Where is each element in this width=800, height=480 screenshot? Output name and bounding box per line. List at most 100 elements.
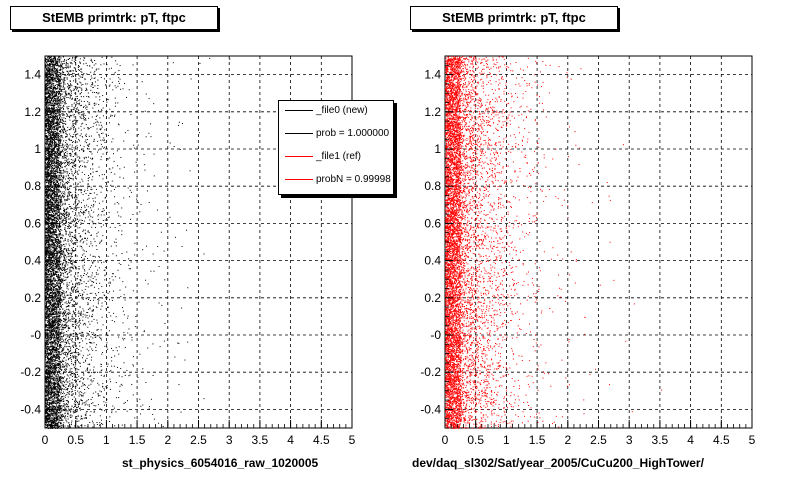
scatter-point (52, 406, 54, 408)
scatter-point (85, 316, 87, 318)
scatter-point (56, 215, 58, 217)
scatter-point (55, 166, 57, 168)
scatter-point (52, 377, 54, 379)
scatter-point (45, 419, 47, 421)
scatter-point (51, 179, 53, 181)
scatter-point (84, 392, 86, 394)
scatter-point (90, 188, 92, 190)
scatter-point (45, 201, 47, 203)
scatter-point (52, 112, 54, 114)
scatter-point (71, 373, 73, 375)
scatter-point (51, 358, 53, 360)
scatter-point (45, 377, 47, 379)
scatter-point (46, 327, 48, 329)
scatter-point (81, 171, 83, 173)
scatter-point (80, 240, 82, 242)
scatter-point (48, 141, 50, 143)
scatter-point (87, 92, 89, 94)
scatter-point (65, 272, 67, 274)
scatter-point (45, 380, 47, 382)
scatter-point (92, 380, 94, 382)
scatter-point (55, 379, 57, 381)
scatter-point (78, 321, 80, 323)
scatter-point (95, 124, 97, 126)
scatter-point (57, 402, 59, 404)
scatter-point (91, 420, 93, 422)
scatter-point (58, 85, 60, 87)
scatter-point (71, 98, 73, 100)
scatter-point (47, 425, 49, 427)
scatter-point (51, 403, 53, 405)
scatter-point (61, 187, 63, 189)
scatter-point (112, 153, 114, 155)
scatter-point (82, 83, 84, 85)
scatter-point (68, 153, 70, 155)
scatter-point (147, 283, 149, 285)
scatter-point (55, 258, 57, 260)
scatter-point (116, 201, 118, 203)
scatter-point (57, 245, 59, 247)
scatter-point (77, 352, 79, 354)
scatter-point (79, 318, 81, 320)
scatter-point (57, 381, 59, 383)
scatter-point (67, 64, 69, 66)
scatter-point (75, 410, 77, 412)
scatter-point (54, 302, 56, 304)
scatter-point (52, 61, 54, 63)
scatter-point (52, 239, 54, 241)
scatter-point (67, 413, 69, 415)
scatter-point (59, 254, 61, 256)
scatter-point (60, 163, 62, 165)
scatter-point (46, 380, 48, 382)
scatter-point (53, 251, 55, 253)
scatter-point (56, 271, 58, 273)
scatter-point (131, 337, 133, 339)
scatter-point (70, 92, 72, 94)
scatter-point (60, 72, 62, 74)
scatter-point (51, 274, 53, 276)
scatter-point (57, 93, 59, 95)
scatter-point (46, 246, 48, 248)
scatter-point (53, 298, 55, 300)
scatter-point (64, 256, 66, 258)
scatter-point (82, 267, 84, 269)
scatter-point (153, 175, 155, 177)
scatter-point (60, 282, 62, 284)
scatter-point (89, 214, 91, 216)
scatter-point (123, 402, 125, 404)
scatter-point (49, 143, 51, 145)
scatter-point (52, 406, 54, 408)
scatter-point (63, 254, 65, 256)
scatter-point (45, 163, 47, 165)
scatter-point (63, 380, 65, 382)
scatter-point (45, 109, 47, 111)
scatter-point (49, 76, 51, 78)
scatter-point (50, 271, 52, 273)
scatter-point (55, 412, 57, 414)
scatter-point (50, 208, 52, 210)
scatter-point (50, 332, 52, 334)
scatter-point (60, 335, 62, 337)
scatter-point (54, 111, 56, 113)
scatter-point (82, 355, 84, 357)
scatter-point (53, 188, 55, 190)
scatter-point (45, 261, 47, 263)
scatter-point (127, 315, 129, 317)
scatter-point (60, 66, 62, 68)
scatter-point (101, 211, 103, 213)
scatter-point (108, 282, 110, 284)
scatter-point (62, 169, 64, 171)
scatter-point (59, 239, 61, 241)
scatter-point (52, 66, 54, 68)
scatter-point (166, 99, 168, 101)
scatter-point (73, 197, 75, 199)
scatter-point (52, 382, 54, 384)
scatter-point (45, 288, 47, 290)
scatter-point (57, 211, 59, 213)
scatter-point (45, 155, 47, 157)
scatter-point (52, 348, 54, 350)
scatter-point (49, 358, 51, 360)
scatter-point (56, 102, 58, 104)
scatter-point (67, 427, 69, 429)
scatter-point (48, 76, 50, 78)
